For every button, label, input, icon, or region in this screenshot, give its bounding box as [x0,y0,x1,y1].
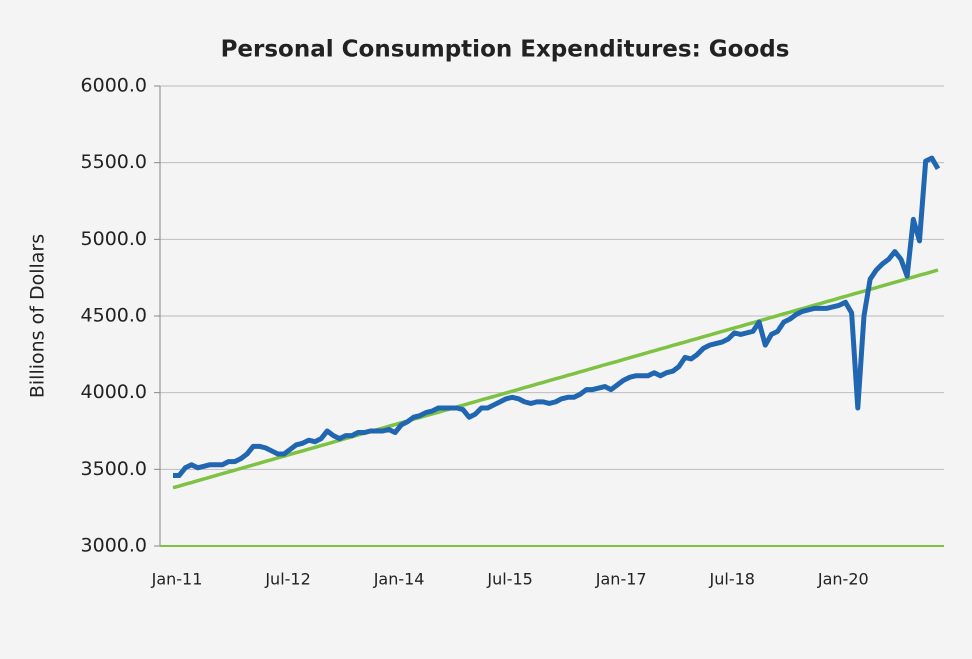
y-tick-label: 5500.0 [81,151,147,173]
y-tick-label: 3500.0 [81,458,147,480]
x-tick-label: Jul-15 [486,570,532,589]
x-tick-label: Jul-18 [709,570,755,589]
y-tick-label: 3000.0 [81,535,147,557]
y-tick-label: 6000.0 [81,75,147,97]
x-tick-label: Jan-20 [817,570,869,589]
y-tick-label: 4500.0 [81,305,147,327]
y-axis-label: Billions of Dollars [27,234,49,398]
y-tick-label: 5000.0 [81,228,147,250]
x-tick-label: Jan-14 [373,570,425,589]
x-tick-label: Jan-17 [595,570,647,589]
chart-title: Personal Consumption Expenditures: Goods [221,37,790,63]
y-tick-label: 4000.0 [81,381,147,403]
data-line [173,155,941,478]
x-tick-label: Jul-12 [264,570,310,589]
trend-line [172,268,939,490]
x-tick-label: Jan-11 [151,570,203,589]
